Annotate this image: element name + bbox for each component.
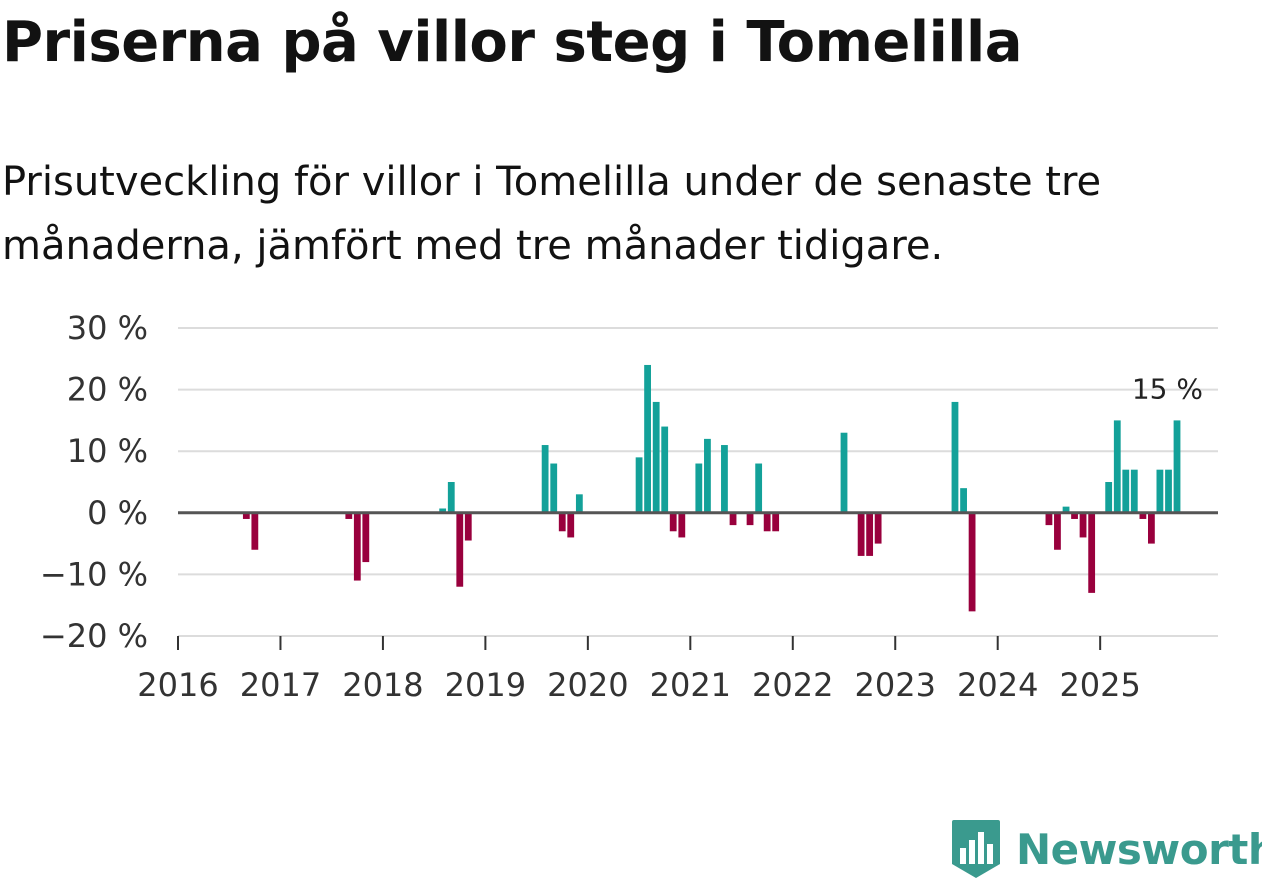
bar-negative [763,512,771,532]
bar-positive [575,494,583,513]
x-tick-label: 2017 [240,666,321,704]
newsworthy-logo-icon [952,820,1000,878]
bar-negative [558,512,566,532]
bar-series [242,364,1181,612]
x-tick-label: 2024 [957,666,1038,704]
grid-lines [178,327,1218,637]
bar-negative [746,512,754,526]
bar-negative [968,512,976,612]
bar-positive [1165,469,1172,513]
bar-negative [669,512,677,532]
bar-negative [362,512,370,563]
bar-negative [1147,512,1155,544]
bar-positive [704,438,711,513]
bar-negative [456,512,464,587]
y-tick-label: 30 % [67,309,148,347]
bar-positive [951,401,959,513]
x-tick-label: 2019 [445,666,526,704]
bar-positive [644,364,651,513]
bar-negative [857,512,865,556]
bar-positive [447,482,455,513]
x-tick-label: 2023 [855,666,936,704]
bar-positive [652,401,660,513]
bar-positive [695,463,703,513]
bar-negative [1088,512,1096,593]
bar-positive [840,432,848,513]
bar-positive [1113,420,1121,513]
bar-negative [1139,512,1147,519]
bar-positive [721,445,728,513]
bar-negative [242,512,250,519]
bar-negative [353,512,361,581]
bar-positive [1130,469,1138,513]
bar-positive [550,463,558,513]
bar-negative [345,512,353,519]
x-axis: 2016 2017 2018 2019 2020 2021 2022 2023 2024 2025 [137,636,1141,704]
y-tick-label: 0 % [87,494,148,532]
bar-negative [678,512,686,538]
y-tick-label: 10 % [67,432,148,470]
brand-name: Newsworthy [1016,824,1262,874]
bar-positive [1156,469,1164,513]
brand-logo: Newsworthy [950,818,1262,880]
bar-negative [874,512,882,544]
bar-negative [729,512,737,526]
bar-positive [1173,420,1181,513]
bar-negative [1079,512,1087,538]
bar-negative [772,512,780,532]
bar-negative [1045,512,1053,526]
bar-negative [567,512,575,538]
y-tick-label: −10 % [40,555,148,593]
x-tick-label: 2018 [342,666,423,704]
x-tick-label: 2016 [137,666,218,704]
bar-negative [866,512,874,556]
bar-positive [661,426,669,513]
chart-title: Priserna på villor steg i Tomelilla [2,10,1022,75]
annotation-group: 15 % [1132,373,1203,406]
x-tick-label: 2020 [547,666,628,704]
x-tick-label: 2021 [650,666,731,704]
bar-positive [755,463,763,513]
bar-positive [635,457,643,513]
x-tick-label: 2025 [1059,666,1140,704]
bar-positive [541,445,549,513]
bar-negative [251,512,259,550]
last-value-annotation: 15 % [1132,373,1203,406]
y-tick-label: −20 % [40,617,148,655]
bar-positive [960,488,967,513]
x-tick-label: 2022 [752,666,833,704]
bar-negative [1071,512,1078,519]
y-axis-ticks: 30 % 20 % 10 % 0 % −10 % −20 % [40,309,148,655]
bar-negative [464,512,472,541]
chart-subtitle: Prisutveckling för villor i Tomelilla un… [2,159,1102,269]
bar-positive [1122,469,1130,513]
bar-positive [439,508,447,513]
y-tick-label: 20 % [67,371,148,409]
bar-positive [1105,482,1113,513]
bar-negative [1054,512,1061,550]
bar-positive [1062,506,1070,513]
